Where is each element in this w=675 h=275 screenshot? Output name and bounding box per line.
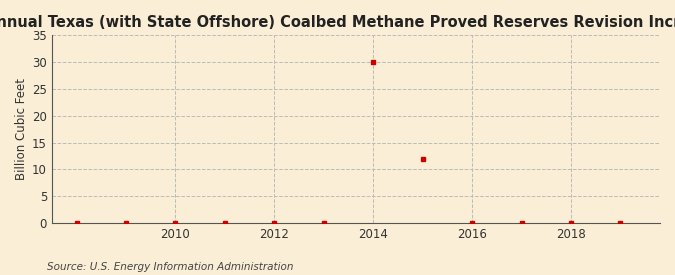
Text: Source: U.S. Energy Information Administration: Source: U.S. Energy Information Administ… [47, 262, 294, 271]
Y-axis label: Billion Cubic Feet: Billion Cubic Feet [15, 78, 28, 180]
Title: Annual Texas (with State Offshore) Coalbed Methane Proved Reserves Revision Incr: Annual Texas (with State Offshore) Coalb… [0, 15, 675, 30]
